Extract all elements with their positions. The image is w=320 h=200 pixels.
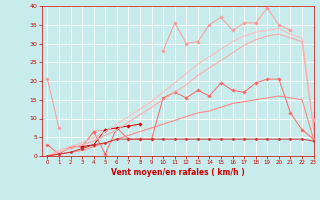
X-axis label: Vent moyen/en rafales ( km/h ): Vent moyen/en rafales ( km/h ) — [111, 168, 244, 177]
